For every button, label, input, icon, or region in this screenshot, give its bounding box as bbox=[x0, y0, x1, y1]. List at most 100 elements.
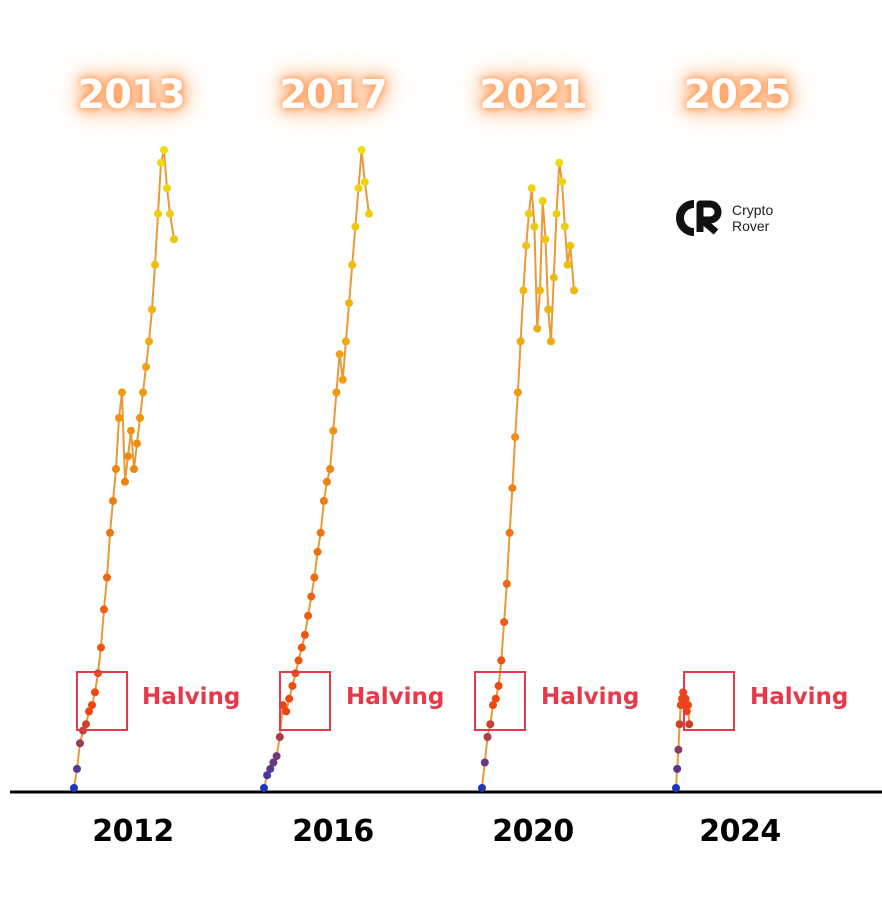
cr-monogram-icon bbox=[676, 200, 722, 236]
data-point bbox=[508, 484, 517, 493]
data-point bbox=[360, 177, 369, 186]
data-point bbox=[502, 579, 511, 588]
peak-year-label: 2013 bbox=[77, 72, 185, 118]
peak-year-label: 2021 bbox=[479, 72, 587, 118]
logo-text: Crypto Rover bbox=[732, 202, 773, 234]
halving-label: Halving bbox=[541, 684, 640, 710]
data-point bbox=[348, 260, 357, 269]
data-point bbox=[351, 222, 360, 231]
halving-label: Halving bbox=[346, 684, 445, 710]
halving-year-label: 2020 bbox=[492, 814, 574, 849]
data-point bbox=[100, 605, 108, 614]
data-point bbox=[304, 611, 313, 620]
data-point bbox=[313, 547, 322, 556]
data-point bbox=[365, 209, 373, 218]
data-point bbox=[332, 388, 341, 397]
halving-year-label: 2024 bbox=[699, 814, 781, 849]
data-point bbox=[106, 528, 114, 537]
data-point bbox=[76, 739, 84, 748]
data-point bbox=[145, 337, 153, 346]
data-point bbox=[142, 362, 150, 371]
peak-year-label: 2017 bbox=[279, 72, 387, 118]
data-point bbox=[685, 720, 694, 729]
data-point bbox=[357, 146, 366, 154]
data-point bbox=[684, 701, 692, 710]
data-point bbox=[516, 337, 525, 346]
data-point bbox=[560, 222, 569, 231]
halving-label: Halving bbox=[750, 684, 849, 710]
data-point bbox=[275, 733, 284, 741]
data-point bbox=[675, 720, 684, 729]
data-point bbox=[121, 477, 129, 486]
data-point bbox=[491, 694, 500, 703]
data-point bbox=[163, 184, 171, 193]
data-point bbox=[319, 496, 328, 505]
data-point bbox=[272, 752, 281, 761]
data-point bbox=[118, 388, 126, 397]
halving-marker-box bbox=[76, 671, 128, 731]
data-point bbox=[170, 235, 178, 244]
logo-line2: Rover bbox=[732, 218, 770, 234]
cycle-series-2020 bbox=[478, 158, 578, 792]
data-point bbox=[97, 643, 105, 652]
data-point bbox=[673, 764, 682, 773]
data-point bbox=[672, 784, 680, 792]
data-point bbox=[544, 305, 553, 314]
data-point bbox=[486, 720, 495, 729]
data-point bbox=[563, 260, 572, 269]
logo-line1: Crypto bbox=[732, 202, 774, 218]
data-point bbox=[157, 158, 165, 167]
data-point bbox=[552, 209, 561, 218]
data-point bbox=[494, 681, 503, 690]
data-point bbox=[536, 286, 544, 295]
data-point bbox=[316, 528, 325, 537]
data-point bbox=[85, 707, 93, 716]
data-point bbox=[524, 209, 533, 218]
data-point bbox=[136, 414, 144, 422]
data-point bbox=[497, 656, 506, 665]
data-point bbox=[341, 337, 350, 346]
data-point bbox=[269, 758, 278, 767]
data-point bbox=[480, 758, 489, 767]
data-point bbox=[566, 241, 575, 250]
halving-marker-box bbox=[683, 671, 735, 731]
data-point bbox=[519, 286, 528, 295]
data-point bbox=[109, 496, 117, 505]
data-point bbox=[300, 630, 309, 639]
data-point bbox=[260, 784, 268, 792]
cycle-series-2012 bbox=[70, 146, 178, 792]
data-point bbox=[70, 784, 78, 792]
data-point bbox=[533, 324, 542, 333]
halving-marker-box bbox=[474, 671, 526, 731]
cycle-series-2024 bbox=[672, 688, 694, 792]
data-point bbox=[538, 197, 547, 205]
data-point bbox=[323, 477, 331, 486]
cycle-line bbox=[481, 162, 575, 789]
data-point bbox=[500, 618, 509, 627]
data-point bbox=[115, 414, 123, 422]
data-point bbox=[513, 388, 522, 397]
data-point bbox=[558, 177, 566, 186]
data-point bbox=[266, 764, 275, 773]
data-point bbox=[527, 184, 536, 193]
data-point bbox=[354, 184, 363, 193]
data-point bbox=[133, 439, 141, 448]
data-point bbox=[541, 235, 550, 244]
data-point bbox=[310, 573, 319, 582]
data-point bbox=[288, 681, 297, 690]
data-point bbox=[297, 643, 306, 652]
data-point bbox=[555, 158, 564, 167]
data-point bbox=[547, 337, 555, 346]
data-point bbox=[73, 764, 81, 773]
data-point bbox=[139, 388, 147, 397]
data-point bbox=[335, 350, 344, 359]
data-point bbox=[345, 299, 354, 308]
data-point bbox=[505, 528, 514, 537]
data-point bbox=[154, 209, 162, 218]
data-point bbox=[127, 426, 135, 435]
data-point bbox=[148, 305, 156, 314]
halving-marker-box bbox=[279, 671, 331, 731]
data-point bbox=[160, 146, 168, 154]
